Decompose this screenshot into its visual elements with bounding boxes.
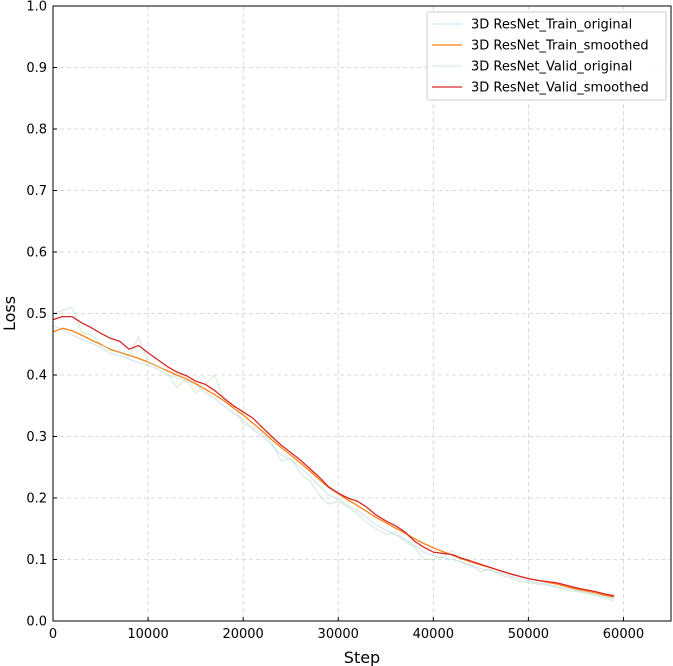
y-tick-label: 0.1 <box>26 553 47 568</box>
x-tick-label: 0 <box>49 627 57 642</box>
legend-label: 3D ResNet_Valid_original <box>471 60 632 75</box>
x-tick-label: 20000 <box>222 627 263 642</box>
x-tick-label: 40000 <box>413 627 454 642</box>
y-tick-label: 0.5 <box>26 307 47 322</box>
x-axis-ticks: 0 10000 20000 30000 40000 50000 60000 <box>49 617 644 642</box>
y-tick-label: 0.3 <box>26 430 47 445</box>
y-tick-label: 0.9 <box>26 61 47 76</box>
legend: 3D ResNet_Train_original 3D ResNet_Train_… <box>426 11 667 101</box>
y-axis-label: Loss <box>0 296 19 331</box>
y-axis-ticks: 0.0 0.1 0.2 0.3 0.4 0.5 0.6 0.7 0.8 0.9 1.0 <box>26 0 57 630</box>
legend-label: 3D ResNet_Train_original <box>471 18 632 33</box>
y-tick-label: 1.0 <box>26 0 47 15</box>
legend-label: 3D ResNet_Valid_smoothed <box>471 81 649 96</box>
series-line-3 <box>52 315 615 597</box>
y-tick-label: 0.0 <box>26 615 47 630</box>
legend-box <box>426 11 667 101</box>
y-tick-label: 0.7 <box>26 184 47 199</box>
y-tick-label: 0.8 <box>26 123 47 138</box>
x-tick-label: 30000 <box>318 627 359 642</box>
x-tick-label: 50000 <box>508 627 549 642</box>
x-tick-label: 10000 <box>127 627 168 642</box>
series-line-2 <box>52 306 615 602</box>
series-lines <box>52 306 615 602</box>
y-tick-label: 0.2 <box>26 492 47 507</box>
legend-label: 3D ResNet_Train_smoothed <box>471 39 649 54</box>
x-axis-label: Step <box>344 648 380 666</box>
x-tick-label: 60000 <box>603 627 644 642</box>
series-line-0 <box>52 325 615 600</box>
y-tick-label: 0.6 <box>26 246 47 261</box>
y-tick-label: 0.4 <box>26 369 47 384</box>
